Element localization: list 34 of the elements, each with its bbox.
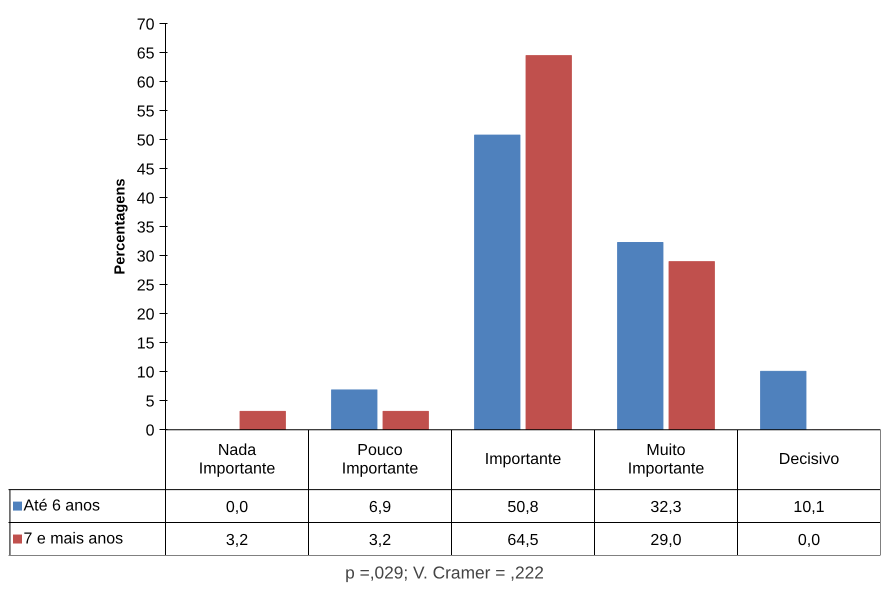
y-tick-label: 25	[136, 278, 155, 295]
x-tick-label: Muito Importante	[628, 442, 704, 478]
data-label: 64,5	[507, 532, 539, 550]
data-label: 3,2	[368, 532, 392, 550]
data-label: 50,8	[507, 499, 539, 516]
data-label: 6,9	[368, 499, 392, 516]
data-label: 29,0	[650, 532, 682, 550]
data-label: 3,2	[226, 532, 248, 550]
x-tick-label: Nada Importante	[198, 442, 276, 478]
x-tick-label: Decisivo	[778, 451, 840, 468]
y-tick-label: 15	[136, 336, 155, 353]
data-label: 0,0	[226, 499, 248, 516]
y-tick-label: 30	[136, 248, 155, 266]
y-tick-label: 10	[136, 364, 155, 382]
data-label: 10,1	[793, 499, 825, 516]
x-tick-label: Importante	[484, 451, 562, 468]
y-axis-title: Percentagens	[112, 178, 129, 275]
y-tick-label: 0	[146, 422, 155, 440]
y-tick-label: 45	[136, 162, 155, 179]
y-tick-label: 20	[136, 306, 155, 324]
y-tick-label: 60	[136, 74, 155, 92]
y-tick-label: 5	[146, 394, 155, 411]
legend-label: 7 e mais anos	[24, 530, 124, 548]
y-tick-label: 50	[136, 132, 155, 150]
y-tick-label: 65	[136, 45, 155, 62]
y-tick-label: 35	[136, 220, 155, 237]
text: p =,029; V. Cramer = ,222	[345, 562, 544, 582]
y-tick-label: 40	[136, 190, 155, 208]
legend-label: Até 6 anos	[24, 498, 100, 515]
y-tick-label: 70	[136, 16, 155, 34]
data-label: 32,3	[650, 499, 682, 516]
y-tick-label: 55	[136, 104, 155, 121]
data-label: 0,0	[798, 532, 820, 550]
x-tick-label: Pouco Importante	[342, 442, 418, 478]
